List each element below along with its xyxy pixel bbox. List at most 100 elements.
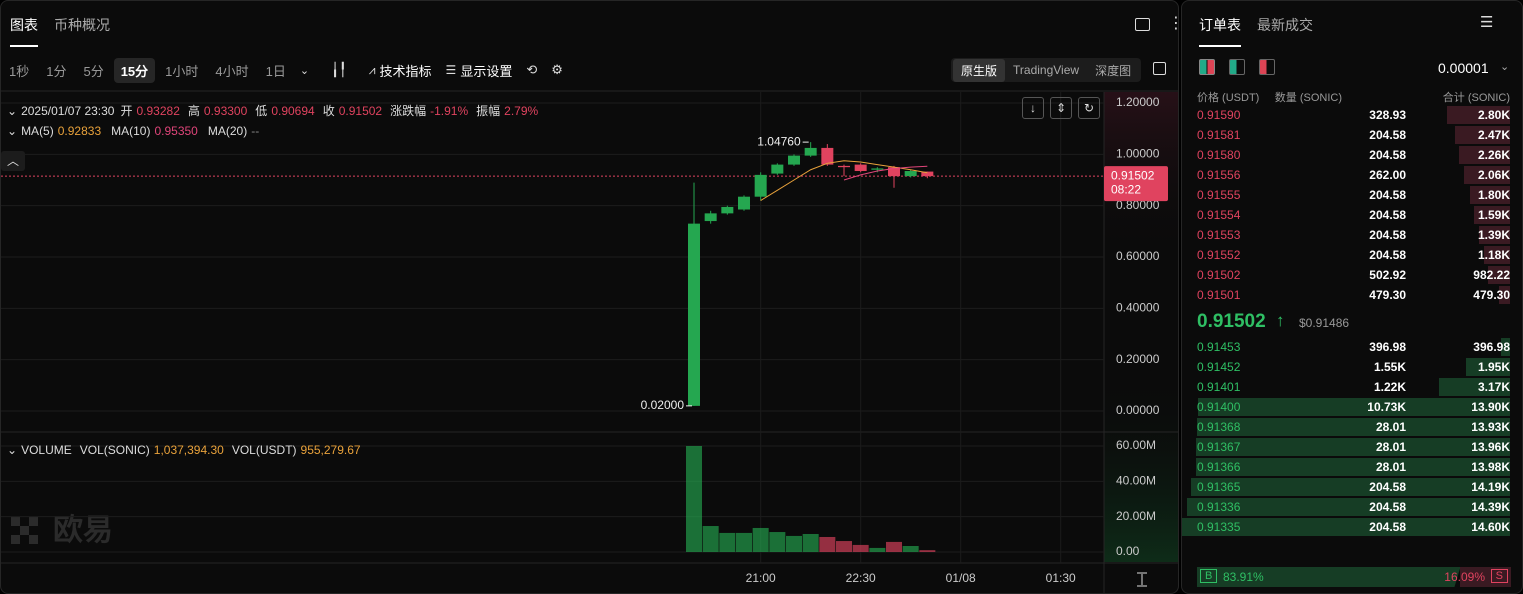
field-label: 收 (322, 104, 335, 118)
last-price-usd: $0.91486 (1299, 316, 1350, 330)
candle-body (688, 223, 700, 406)
settings-icon[interactable]: ☰ (1480, 14, 1494, 31)
volume-bar (769, 532, 786, 552)
total: 3.17K (1477, 380, 1510, 394)
x-tick-label: 21:00 (746, 571, 776, 585)
interval[interactable]: 5分 (83, 63, 104, 79)
price: 0.91453 (1197, 340, 1241, 354)
total: 2.47K (1477, 128, 1510, 142)
tool-icon[interactable]: ☰ (445, 63, 457, 77)
dropdown-icon[interactable]: ⌄ (299, 64, 310, 77)
tab-underline (1199, 45, 1241, 47)
view-asks[interactable] (1259, 59, 1275, 75)
volume-title: VOLUME (21, 443, 72, 457)
order-book: 订单表 最新成交 ☰ 0.00001 ⌄ 价格 (USDT) 数量 (SONIC… (1181, 0, 1523, 594)
depth-bar (1459, 146, 1510, 164)
y-tick-label: 20.00M (1116, 509, 1156, 523)
price: 0.91555 (1197, 188, 1241, 202)
candle-body (821, 147, 834, 165)
tick-size[interactable]: 0.00001 (1438, 60, 1489, 76)
chevron: ⌄ (7, 124, 18, 138)
buy-bar (1197, 567, 1460, 587)
depth-bar (1196, 438, 1510, 456)
fullscreen-icon[interactable] (1137, 572, 1147, 587)
ma-name: MA(20) (207, 124, 248, 138)
candle-body (804, 147, 817, 156)
settings-icon[interactable]: ⚙ (551, 62, 563, 77)
candle-icon[interactable]: ╽╿ (331, 62, 347, 77)
expand-icon[interactable] (1153, 62, 1166, 75)
amount: 28.01 (1375, 440, 1406, 454)
depth-bar (1463, 166, 1510, 184)
interval[interactable]: 1分 (46, 63, 67, 79)
layout-icon[interactable] (1135, 18, 1150, 31)
amount: 204.58 (1369, 228, 1406, 242)
amount: 10.73K (1367, 400, 1406, 414)
amount: 28.01 (1375, 420, 1406, 434)
buy-sell-ratio: B 83.91% 16.09% S (1197, 567, 1511, 587)
depth-bar (1501, 338, 1510, 356)
y-tick-label: 0.40000 (1116, 301, 1160, 315)
price: 0.91367 (1197, 440, 1241, 454)
up-arrow: ↑ (1276, 311, 1285, 330)
column-header: 合计 (SONIC) (1442, 92, 1510, 104)
price: 0.91336 (1197, 500, 1241, 514)
reset-button[interactable]: ↻ (1078, 97, 1100, 119)
history-icon[interactable]: ⟲ (526, 62, 538, 77)
total: 13.96K (1471, 440, 1510, 454)
column-header: 价格 (USDT) (1197, 92, 1260, 104)
view-option[interactable]: 深度图 (1095, 63, 1132, 78)
volume-bar (786, 535, 802, 552)
total: 1.18K (1477, 248, 1510, 262)
price: 0.91368 (1197, 420, 1241, 434)
view-both[interactable] (1199, 59, 1215, 75)
dropdown-icon[interactable]: ⌄ (1500, 61, 1510, 73)
tab[interactable]: 图表 (10, 17, 38, 33)
annotation: 0.02000 (641, 398, 685, 412)
price: 0.91590 (1197, 108, 1241, 122)
fit-button[interactable]: ⇕ (1050, 97, 1072, 119)
price: 0.91366 (1197, 460, 1241, 474)
view-option[interactable]: TradingView (1013, 63, 1080, 77)
candle-body (754, 174, 767, 197)
interval[interactable]: 15分 (113, 57, 156, 83)
total: 2.26K (1477, 148, 1510, 162)
amount: 204.58 (1369, 188, 1406, 202)
interval[interactable]: 1日 (265, 63, 286, 79)
amount: 204.58 (1369, 520, 1406, 534)
interval[interactable]: 1小时 (165, 63, 199, 79)
y-tick-label: 0.00 (1116, 544, 1140, 558)
last-price-label: 0.91502 (1111, 168, 1155, 182)
amount: 204.58 (1369, 208, 1406, 222)
view-option[interactable]: 原生版 (953, 58, 1006, 82)
total: 13.93K (1471, 420, 1510, 434)
tab[interactable]: 最新成交 (1257, 17, 1313, 33)
volume-bar (819, 536, 836, 552)
total: 2.06K (1477, 168, 1510, 182)
more-icon[interactable]: ⋮ (1168, 13, 1178, 33)
tab[interactable]: 订单表 (1199, 17, 1241, 33)
volume-bar (686, 446, 702, 552)
price: 0.91553 (1197, 228, 1241, 242)
total: 14.60K (1471, 520, 1510, 534)
tool[interactable]: 显示设置 (460, 63, 513, 79)
ma-value: -- (251, 124, 260, 138)
field-label: 低 (255, 104, 268, 118)
interval[interactable]: 1秒 (9, 63, 30, 79)
tab[interactable]: 币种概况 (54, 17, 110, 33)
view-bids[interactable] (1229, 59, 1245, 75)
chevron: ⌄ (7, 104, 18, 118)
scroll-button[interactable]: ↓ (1022, 97, 1044, 119)
y-tick-label: 1.00000 (1116, 147, 1160, 161)
interval[interactable]: 4小时 (215, 63, 249, 79)
tool-icon[interactable]: ⩘ (368, 62, 376, 77)
legend-name: VOL(USDT) (231, 443, 297, 457)
depth-bar (1483, 246, 1510, 264)
ma-value: 0.92833 (57, 124, 102, 138)
total: 1.59K (1477, 208, 1510, 222)
candle-body (704, 213, 717, 222)
tool[interactable]: 技术指标 (379, 63, 432, 79)
collapse-button[interactable]: ︿ (1, 151, 25, 171)
depth-bar (1447, 106, 1510, 124)
total: 14.19K (1471, 480, 1510, 494)
